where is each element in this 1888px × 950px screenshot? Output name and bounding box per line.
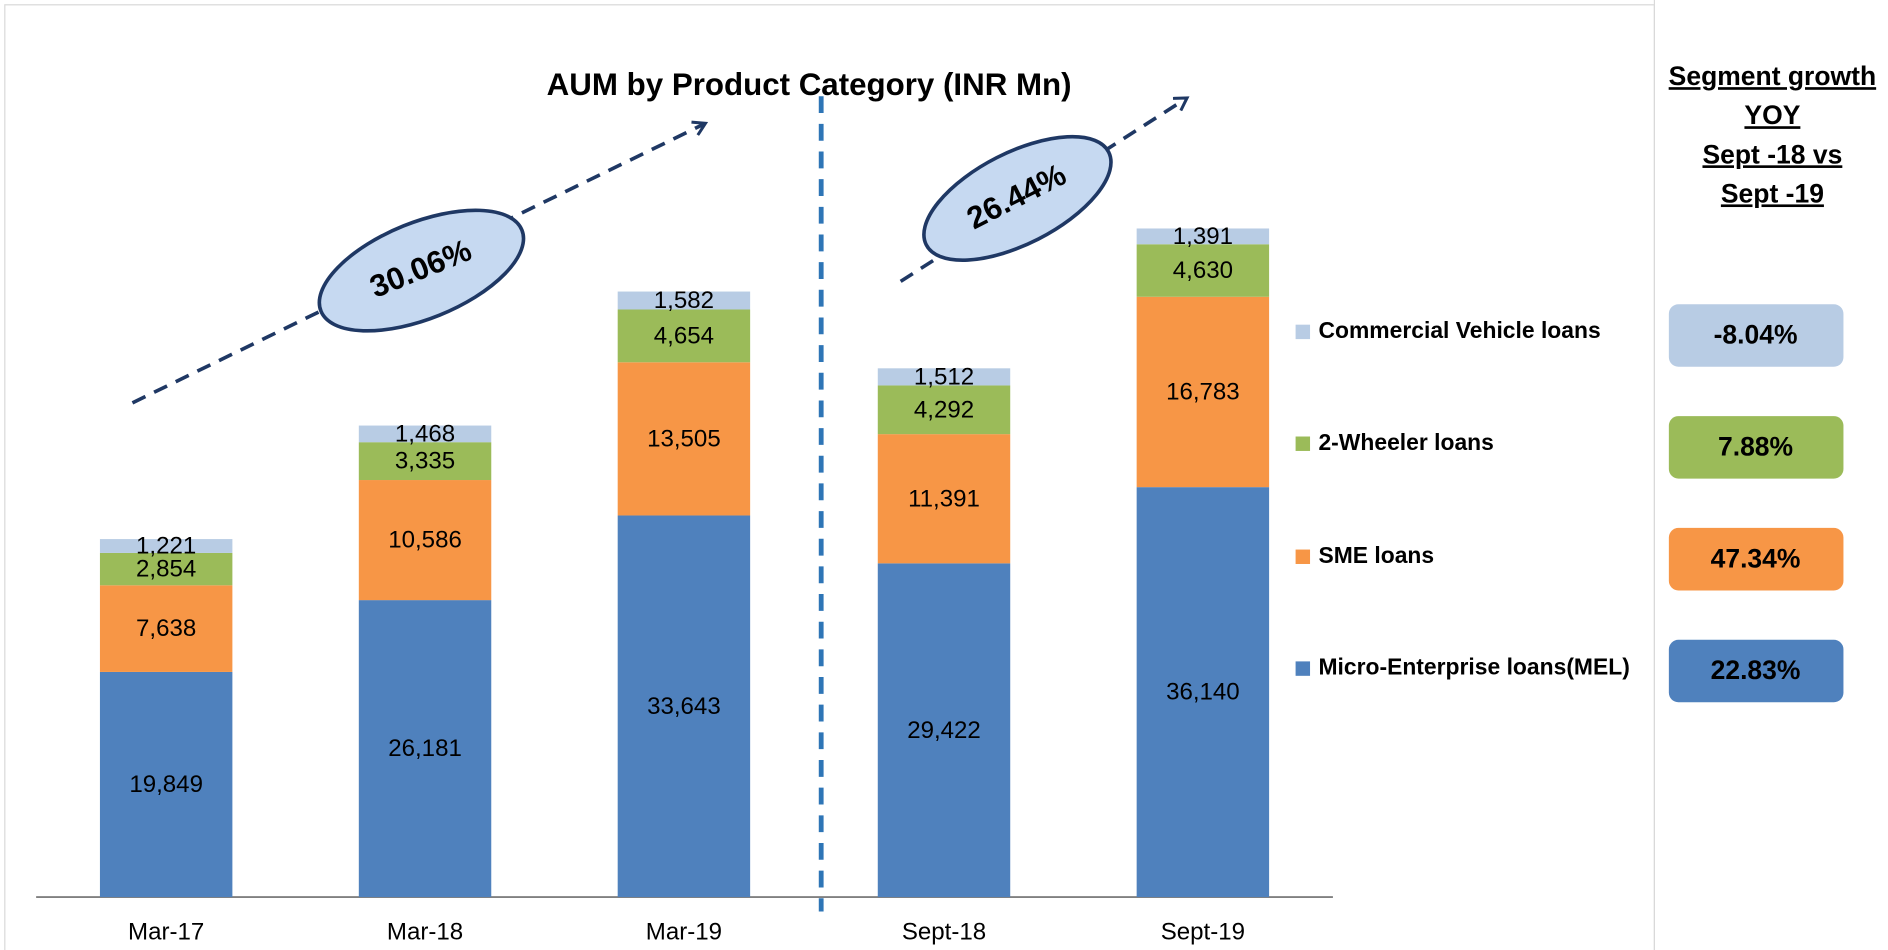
- growth-label: -8.04%: [1714, 320, 1798, 350]
- bar-segment: [99, 552, 233, 586]
- bar-segment: [1136, 487, 1270, 898]
- value-label: 29,422: [907, 717, 981, 744]
- bar-segment: [617, 362, 751, 516]
- annotation-ellipse: [317, 208, 526, 333]
- growth-label: 47.34%: [1711, 543, 1801, 573]
- bar-segment: [358, 425, 492, 443]
- growth-box: [1668, 527, 1844, 591]
- value-label: 4,630: [1173, 257, 1233, 284]
- bar-segment: [877, 385, 1011, 435]
- value-label: 1,582: [654, 287, 714, 314]
- x-tick-label: Mar-18: [387, 919, 463, 946]
- bar-segment: [1136, 228, 1270, 245]
- value-label: 1,391: [1173, 223, 1233, 250]
- legend-label: Micro-Enterprise loans(MEL): [1318, 654, 1629, 680]
- bar-segment: [358, 442, 492, 481]
- x-tick-label: Mar-17: [128, 919, 204, 946]
- legend-label: 2-Wheeler loans: [1318, 429, 1493, 455]
- legend-swatch: [1295, 661, 1311, 676]
- value-label: 19,849: [129, 771, 203, 798]
- bar-segment: [1136, 244, 1270, 297]
- value-label: 26,181: [388, 735, 462, 762]
- bar-segment: [99, 585, 233, 672]
- value-label: 1,221: [136, 533, 196, 560]
- bar-segment: [617, 515, 751, 898]
- value-label: 33,643: [647, 693, 721, 720]
- value-label: 11,391: [908, 485, 980, 512]
- annotation-ellipse: [922, 134, 1113, 262]
- value-label: 2,854: [136, 556, 196, 583]
- value-label: 1,512: [914, 363, 974, 390]
- growth-box: [1668, 639, 1844, 703]
- legend-swatch: [1295, 549, 1311, 564]
- x-tick-label: Sept-18: [902, 919, 986, 946]
- x-tick-label: Mar-19: [646, 919, 722, 946]
- plot-border: [4, 4, 1656, 950]
- value-label: 36,140: [1166, 679, 1240, 706]
- bar-segment: [617, 291, 751, 310]
- value-label: 7,638: [136, 615, 196, 642]
- legend-swatch: [1295, 324, 1311, 340]
- value-label: 1,468: [395, 420, 455, 447]
- bar-segment: [99, 671, 233, 898]
- legend-label: Commercial Vehicle loans: [1318, 317, 1600, 343]
- bar-segment: [358, 480, 492, 601]
- bar-segment: [99, 539, 233, 553]
- bar-segment: [877, 434, 1011, 564]
- value-label: 13,505: [647, 425, 721, 452]
- growth-box: [1668, 304, 1844, 367]
- growth-box: [1668, 416, 1844, 479]
- bar-segment: [877, 368, 1011, 386]
- value-label: 4,292: [914, 396, 974, 423]
- legend-swatch: [1295, 436, 1311, 451]
- legend-label: SME loans: [1318, 542, 1434, 568]
- value-label: 10,586: [388, 527, 462, 554]
- chart-title: AUM by Product Category (INR Mn): [547, 67, 1072, 102]
- growth-label: 22.83%: [1711, 655, 1801, 685]
- panel-title: Segment growth: [1669, 61, 1876, 91]
- value-label: 3,335: [395, 448, 455, 475]
- x-tick-label: Sept-19: [1161, 919, 1245, 946]
- value-label: 16,783: [1166, 379, 1240, 406]
- panel-title: YOY: [1744, 100, 1800, 130]
- value-label: 4,654: [654, 322, 714, 349]
- bar-segment: [617, 309, 751, 363]
- bar-segment: [877, 563, 1011, 898]
- growth-label: 7.88%: [1718, 432, 1793, 462]
- bar-segment: [1136, 296, 1270, 488]
- panel-title: Sept -19: [1721, 178, 1824, 208]
- bar-segment: [358, 600, 492, 898]
- panel-title: Sept -18 vs: [1702, 139, 1842, 169]
